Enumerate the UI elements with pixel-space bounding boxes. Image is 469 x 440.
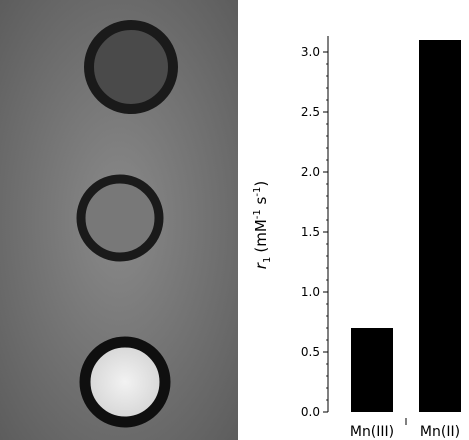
y-tick-label: 1.0: [301, 285, 320, 299]
phantom-vial-top: [84, 20, 178, 114]
x-category-label: Mn(III): [350, 424, 394, 440]
y-label-subscript: 1: [262, 257, 273, 263]
mri-phantom-image: [0, 0, 238, 440]
y-label-sup1: -1: [252, 209, 263, 219]
bars: [351, 40, 461, 412]
phantom-vial-bottom: [79, 336, 171, 428]
x-axis: Mn(III) Mn(II): [350, 418, 460, 440]
y-tick-label: 1.5: [301, 225, 320, 239]
y-tick-label: 2.5: [301, 105, 320, 119]
y-label-units: (mM: [252, 219, 270, 252]
phantom-vial-middle: [76, 174, 164, 262]
y-axis-label: r1(mM-1 s-1): [252, 181, 273, 269]
y-tick-label: 0.5: [301, 345, 320, 359]
y-label-close: ): [252, 181, 270, 187]
r1-bar-chart: 0.0 0.5 1.0 1.5 2.0 2.5 3.0 Mn(III) Mn(II) r1 (m…: [252, 36, 461, 440]
y-label-sup2: -1: [252, 187, 263, 197]
x-category-label: Mn(II): [420, 424, 460, 440]
y-label-symbol: r: [252, 262, 270, 269]
y-tick-label: 0.0: [301, 405, 320, 419]
y-axis: 0.0 0.5 1.0 1.5 2.0 2.5 3.0: [301, 36, 329, 419]
bar-mniii: [351, 328, 393, 412]
y-tick-label: 3.0: [301, 45, 320, 59]
y-tick-label: 2.0: [301, 165, 320, 179]
bar-mnii: [419, 40, 461, 412]
y-label-s: s: [252, 196, 270, 209]
